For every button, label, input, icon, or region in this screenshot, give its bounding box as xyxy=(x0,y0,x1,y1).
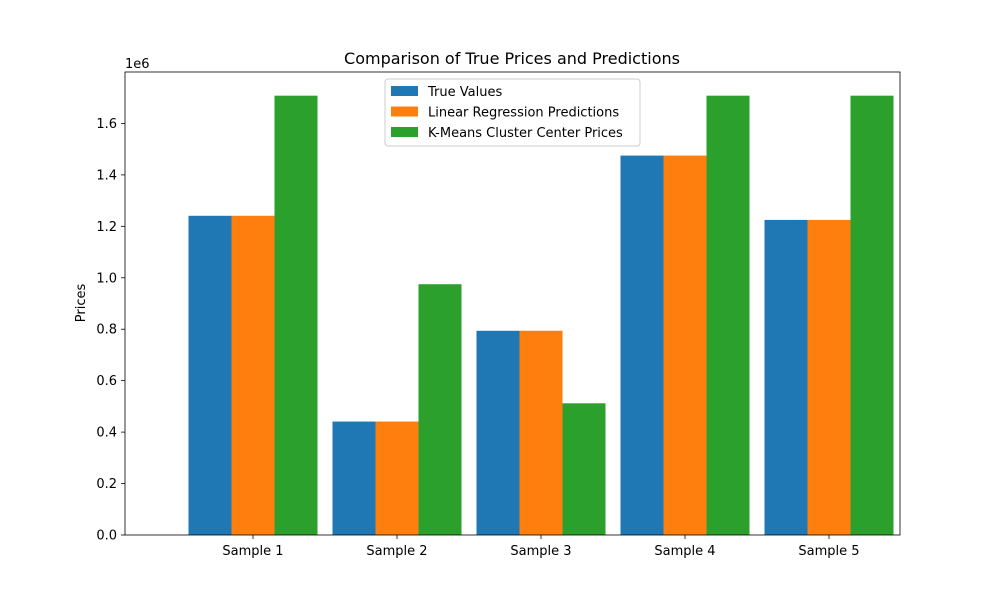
legend-entry: Linear Regression Predictions xyxy=(428,106,619,121)
bar-3-4 xyxy=(706,95,750,536)
bar-1-3 xyxy=(476,330,520,535)
y-tick-label: 0.8 xyxy=(96,323,117,338)
bar-1-1 xyxy=(188,215,232,535)
bar-3-5 xyxy=(850,95,894,536)
legend-swatch xyxy=(391,106,418,117)
legend-swatch xyxy=(391,86,418,96)
x-tick-label: Sample 2 xyxy=(366,544,427,559)
y-axis-label: Prices xyxy=(74,284,89,323)
y-tick-label: 1.0 xyxy=(96,271,117,286)
bar-3-1 xyxy=(274,95,318,536)
x-tick-label: Sample 5 xyxy=(798,544,859,559)
x-tick-label: Sample 1 xyxy=(222,544,283,559)
bar-1-4 xyxy=(620,155,664,535)
y-tick-label: 1.4 xyxy=(96,168,117,183)
bar-3-3 xyxy=(562,403,606,535)
x-tick-label: Sample 4 xyxy=(654,544,715,559)
y-tick-label: 0.2 xyxy=(96,477,117,492)
x-tick-label: Sample 3 xyxy=(510,544,571,559)
plot-frame xyxy=(124,71,901,536)
legend-entry: K-Means Cluster Center Prices xyxy=(428,126,623,141)
bar-2-5 xyxy=(807,219,851,535)
legend-box xyxy=(384,78,641,147)
y-scale-label: 1e6 xyxy=(125,57,150,72)
bar-2-3 xyxy=(519,330,563,535)
bar-2-2 xyxy=(375,421,419,535)
y-tick-label: 1.2 xyxy=(96,220,117,235)
y-tick-label: 0.4 xyxy=(96,426,117,441)
bar-3-2 xyxy=(418,284,462,535)
legend-entry: True Values xyxy=(427,85,502,100)
bar-2-4 xyxy=(663,155,707,535)
chart-title: Comparison of True Prices and Prediction… xyxy=(344,49,680,68)
legend-swatch xyxy=(391,127,418,137)
bar-1-5 xyxy=(764,219,808,535)
bar-2-1 xyxy=(231,215,275,535)
y-tick-label: 0.6 xyxy=(96,374,117,389)
y-tick-label: 1.6 xyxy=(96,117,117,132)
axes-layer: 0.0 0.2 0.4 0.6 0.8 1.0 1.2 1.4 1.6 Sample 1 Sampl… xyxy=(96,71,901,559)
bar-1-2 xyxy=(332,421,376,535)
bars-layer xyxy=(188,95,894,536)
y-tick-label: 0.0 xyxy=(96,529,117,544)
legend: True Values Linear Regression Predictions… xyxy=(384,78,641,147)
